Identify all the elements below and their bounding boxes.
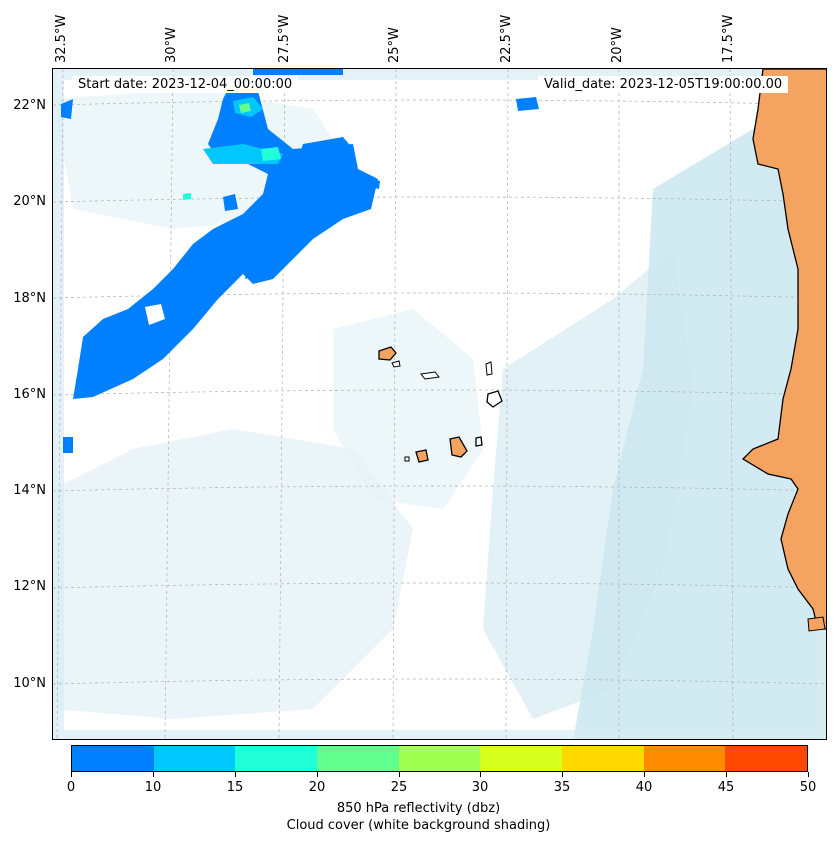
reflectivity-cell-east — [371, 179, 380, 189]
colorbar-title: 850 hPa reflectivity (dbz) — [336, 801, 501, 816]
lon-label-17-5w: 17.5°W — [721, 14, 736, 63]
island-santo-antao — [378, 346, 397, 361]
colorbar-tick-label: 45 — [717, 780, 735, 795]
colorbar-tick-label: 20 — [308, 780, 326, 795]
colorbar-tick-label: 10 — [144, 780, 162, 795]
lat-label-10n: 10°N — [13, 676, 46, 691]
lon-label-32-5w: 32.5°W — [54, 14, 69, 63]
island-maio — [475, 436, 483, 447]
lat-label-12n: 12°N — [13, 579, 46, 594]
lon-label-25w: 25°W — [387, 27, 402, 63]
reflectivity-band-east — [293, 137, 353, 179]
colorbar-tick-mark — [644, 772, 645, 777]
colorbar-tick-label: 0 — [66, 780, 76, 795]
start-date-label: Start date: 2023-12-04_00:00:00 — [72, 76, 299, 93]
lon-label-20w: 20°W — [610, 27, 625, 63]
reflectivity-layer — [61, 69, 539, 453]
colorbar-tick-label: 30 — [471, 780, 489, 795]
reflectivity-cell-west-edge — [63, 437, 73, 453]
colorbar-swatch-5 — [480, 746, 563, 771]
colorbar-tick-mark — [808, 772, 809, 777]
island-sao-nicolau — [420, 371, 440, 380]
lon-label-27-5w: 27.5°W — [277, 14, 292, 63]
cloud-cover-layer — [53, 69, 826, 739]
island-boa-vista — [486, 390, 503, 408]
bijagos-islands — [807, 616, 826, 632]
colorbar-swatch-7 — [643, 746, 726, 771]
colorbar-tick-mark — [562, 772, 563, 777]
reflectivity-core-small — [183, 193, 191, 200]
colorbar-tick-mark — [480, 772, 481, 777]
colorbar-tick-mark — [153, 772, 154, 777]
colorbar-subtitle: Cloud cover (white background shading) — [286, 818, 551, 833]
colorbar-swatch-4 — [398, 746, 481, 771]
reflectivity-arm — [245, 219, 278, 279]
map-canvas — [53, 69, 826, 739]
map-panel — [52, 68, 827, 740]
colorbar-tick-label: 40 — [635, 780, 653, 795]
cloud-light-central — [333, 309, 483, 509]
colorbar-tick-mark — [399, 772, 400, 777]
colorbar-swatch-6 — [562, 746, 644, 771]
colorbar-tick-label: 25 — [390, 780, 408, 795]
reflectivity-cell-top — [253, 69, 343, 75]
colorbar-swatch-3 — [317, 746, 399, 771]
cloud-light-west — [53, 429, 413, 719]
lon-label-22-5w: 22.5°W — [499, 14, 514, 63]
reflectivity-cell-small — [223, 194, 238, 211]
colorbar-tick-mark — [71, 772, 72, 777]
colorbar-tick-label: 50 — [799, 780, 817, 795]
valid-date-label: Valid_date: 2023-12-05T19:00:00.00 — [538, 76, 789, 93]
colorbar-swatch-1 — [153, 746, 236, 771]
reflectivity-core-20-25 — [239, 103, 251, 113]
island-santiago — [449, 436, 468, 458]
island-sal — [485, 361, 493, 376]
lat-label-22n: 22°N — [13, 98, 46, 113]
island-sao-vicente — [391, 360, 401, 368]
lon-label-30w: 30°W — [164, 27, 179, 63]
colorbar-swatch-0 — [72, 746, 154, 771]
lat-label-20n: 20°N — [13, 194, 46, 209]
reflectivity-cell-west-top — [61, 99, 73, 119]
island-brava — [404, 456, 410, 462]
colorbar-swatch-8 — [725, 746, 808, 771]
lat-label-18n: 18°N — [13, 291, 46, 306]
lat-label-16n: 16°N — [13, 387, 46, 402]
reflectivity-cell-northeast — [516, 97, 539, 111]
colorbar-tick-mark — [726, 772, 727, 777]
colorbar-tick-label: 35 — [553, 780, 571, 795]
colorbar-tick-mark — [317, 772, 318, 777]
reflectivity-core-15-20 — [261, 147, 281, 161]
colorbar-tick-label: 15 — [226, 780, 244, 795]
africa-coast — [741, 69, 826, 630]
colorbar-swatch-2 — [235, 746, 318, 771]
lat-label-14n: 14°N — [13, 483, 46, 498]
colorbar-tick-mark — [235, 772, 236, 777]
island-fogo — [415, 449, 429, 463]
land-layer — [378, 69, 826, 632]
cloud-mid-band — [483, 249, 693, 719]
reflectivity-gap — [145, 304, 165, 325]
colorbar — [71, 745, 808, 772]
